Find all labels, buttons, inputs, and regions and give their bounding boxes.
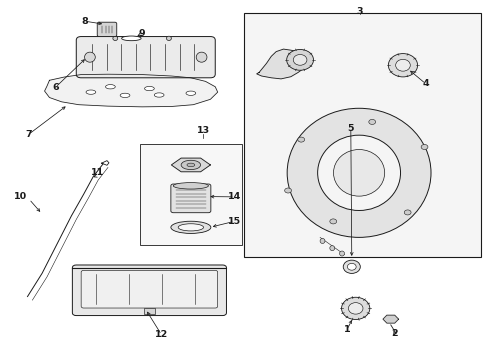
Ellipse shape: [166, 36, 171, 41]
FancyBboxPatch shape: [81, 270, 217, 308]
Ellipse shape: [333, 149, 384, 196]
Ellipse shape: [297, 137, 304, 142]
Text: 14: 14: [228, 192, 241, 201]
Bar: [143, 308, 155, 315]
Ellipse shape: [105, 85, 115, 89]
Ellipse shape: [154, 93, 163, 97]
Ellipse shape: [113, 36, 118, 41]
Ellipse shape: [181, 160, 200, 170]
Text: 13: 13: [196, 126, 209, 135]
Text: 7: 7: [25, 130, 32, 139]
Polygon shape: [44, 74, 217, 107]
Polygon shape: [256, 49, 307, 79]
Ellipse shape: [341, 297, 369, 319]
Ellipse shape: [368, 120, 375, 125]
Ellipse shape: [196, 52, 206, 62]
Bar: [140, 144, 242, 244]
Ellipse shape: [86, 90, 96, 94]
Ellipse shape: [185, 91, 195, 95]
Ellipse shape: [84, 52, 95, 62]
Ellipse shape: [387, 54, 417, 77]
Ellipse shape: [339, 251, 344, 256]
Ellipse shape: [286, 49, 313, 70]
Ellipse shape: [404, 210, 410, 215]
Ellipse shape: [343, 260, 360, 273]
Ellipse shape: [186, 163, 194, 167]
Ellipse shape: [347, 303, 362, 314]
Text: 10: 10: [14, 192, 27, 201]
Ellipse shape: [286, 108, 430, 237]
Text: 9: 9: [139, 29, 145, 38]
FancyBboxPatch shape: [76, 37, 215, 78]
Ellipse shape: [395, 59, 409, 71]
FancyBboxPatch shape: [97, 22, 117, 37]
FancyBboxPatch shape: [72, 265, 226, 316]
Polygon shape: [171, 158, 210, 172]
Text: 4: 4: [422, 80, 428, 89]
Bar: [244, 13, 480, 257]
Ellipse shape: [144, 86, 154, 91]
Ellipse shape: [170, 221, 210, 233]
Ellipse shape: [122, 36, 141, 41]
Ellipse shape: [317, 135, 400, 211]
Text: 5: 5: [347, 123, 353, 132]
Text: 11: 11: [90, 168, 103, 177]
Text: 3: 3: [356, 7, 362, 16]
Text: 8: 8: [81, 17, 88, 26]
Ellipse shape: [293, 54, 306, 65]
Text: 1: 1: [343, 325, 349, 334]
FancyBboxPatch shape: [170, 184, 210, 213]
Text: 15: 15: [228, 217, 241, 226]
Ellipse shape: [178, 224, 203, 231]
Polygon shape: [382, 315, 398, 323]
Ellipse shape: [420, 144, 427, 149]
Ellipse shape: [329, 219, 336, 224]
Ellipse shape: [329, 246, 334, 251]
Ellipse shape: [120, 93, 130, 98]
Ellipse shape: [173, 183, 208, 189]
Ellipse shape: [284, 188, 291, 193]
Text: 6: 6: [52, 83, 59, 92]
Ellipse shape: [346, 264, 355, 270]
Text: 12: 12: [155, 330, 168, 339]
Text: 2: 2: [390, 329, 397, 338]
Ellipse shape: [320, 238, 325, 243]
